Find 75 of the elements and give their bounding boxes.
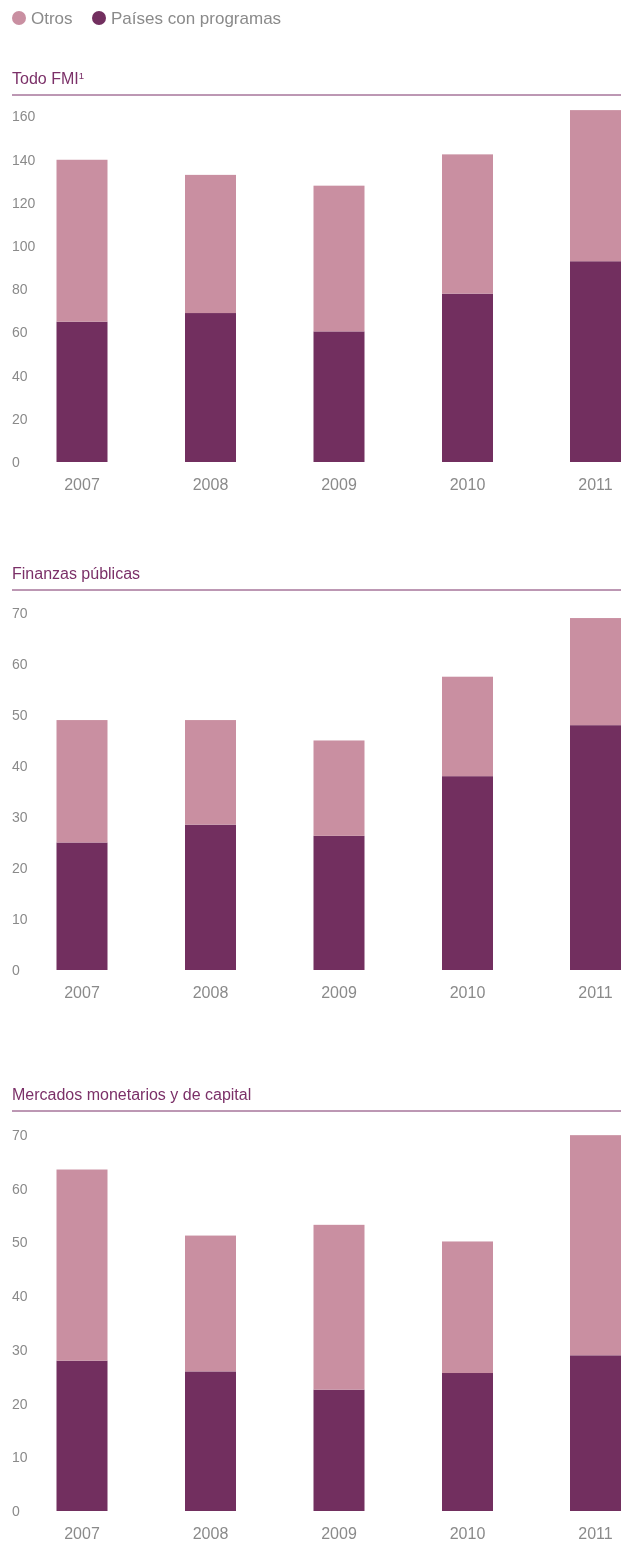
x-tick-label: 2010: [449, 1525, 486, 1542]
y-tick-label: 50: [12, 1234, 28, 1251]
y-tick-label: 20: [12, 410, 28, 427]
bar: [313, 835, 365, 970]
x-tick-label: 2008: [192, 476, 229, 493]
x-tick-label: 2008: [192, 1525, 229, 1542]
bar: [570, 261, 621, 462]
bar: [185, 313, 236, 462]
chart-title: Todo FMI$^{1}$: [12, 69, 85, 87]
y-tick-label: 10: [12, 1449, 28, 1466]
bar: [442, 293, 493, 462]
bar: [185, 824, 236, 970]
bar: [56, 842, 108, 970]
bar: [442, 154, 493, 294]
bar: [570, 618, 621, 726]
y-tick-label: 60: [12, 1180, 28, 1197]
x-tick-label: 2011: [578, 476, 613, 493]
y-tick-label: 160: [12, 108, 36, 125]
bar: [570, 1135, 621, 1356]
x-tick-label: 2011: [578, 984, 613, 1001]
y-tick-label: 100: [12, 238, 36, 255]
x-tick-label: 2009: [321, 1525, 357, 1542]
y-tick-label: 20: [12, 1395, 28, 1412]
y-tick-label: 140: [12, 151, 36, 168]
bar: [185, 720, 236, 825]
x-tick-label: 2008: [192, 984, 229, 1001]
x-tick-label: 2007: [64, 1525, 100, 1542]
y-tick-label: 40: [12, 1288, 28, 1305]
bar: [442, 676, 493, 777]
x-tick-label: 2010: [449, 476, 486, 493]
bar: [570, 725, 621, 970]
legend-label: Otros: [31, 9, 73, 28]
bar: [442, 1373, 493, 1511]
y-tick-label: 50: [12, 706, 28, 723]
bar: [56, 321, 108, 462]
y-tick-label: 70: [12, 604, 28, 621]
x-tick-label: 2007: [64, 984, 100, 1001]
y-tick-label: 20: [12, 859, 28, 876]
bar: [56, 1169, 108, 1361]
y-tick-label: 70: [12, 1127, 28, 1144]
bar: [56, 159, 108, 322]
y-tick-label: 80: [12, 281, 28, 298]
y-tick-label: 0: [12, 1502, 20, 1519]
chart-title: Mercados monetarios y de capital: [12, 1086, 252, 1103]
legend-label: Países con programas: [111, 9, 282, 28]
bar: [313, 1389, 365, 1511]
y-tick-label: 60: [12, 324, 28, 341]
x-tick-label: 2007: [64, 476, 100, 493]
bar: [313, 1224, 365, 1390]
bar: [313, 331, 365, 462]
y-tick-label: 30: [12, 1341, 28, 1358]
x-tick-label: 2011: [578, 1525, 613, 1542]
bar: [570, 110, 621, 262]
y-tick-label: 0: [12, 453, 20, 470]
bar: [442, 776, 493, 970]
bar: [56, 1360, 108, 1511]
y-tick-label: 60: [12, 655, 28, 672]
bar: [313, 740, 365, 836]
y-tick-label: 30: [12, 808, 28, 825]
y-tick-label: 40: [12, 367, 28, 384]
bar: [56, 720, 108, 843]
y-tick-label: 10: [12, 910, 28, 927]
y-tick-label: 120: [12, 194, 36, 211]
y-tick-label: 40: [12, 757, 28, 774]
bar: [185, 1235, 236, 1372]
bar: [185, 1371, 236, 1511]
x-tick-label: 2009: [321, 984, 357, 1001]
y-tick-label: 0: [12, 961, 20, 978]
x-tick-label: 2010: [449, 984, 486, 1001]
x-tick-label: 2009: [321, 476, 357, 493]
chart-title: Finanzas públicas: [12, 565, 141, 582]
bar: [185, 174, 236, 314]
bar: [313, 185, 365, 332]
bar: [570, 1355, 621, 1512]
bar: [442, 1241, 493, 1374]
